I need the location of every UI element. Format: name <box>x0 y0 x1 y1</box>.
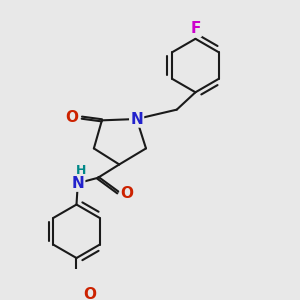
Text: F: F <box>190 21 201 36</box>
Text: O: O <box>121 186 134 201</box>
Text: O: O <box>65 110 78 125</box>
Text: N: N <box>71 176 84 191</box>
Text: H: H <box>76 164 86 177</box>
Text: N: N <box>130 112 143 127</box>
Text: O: O <box>83 287 96 300</box>
